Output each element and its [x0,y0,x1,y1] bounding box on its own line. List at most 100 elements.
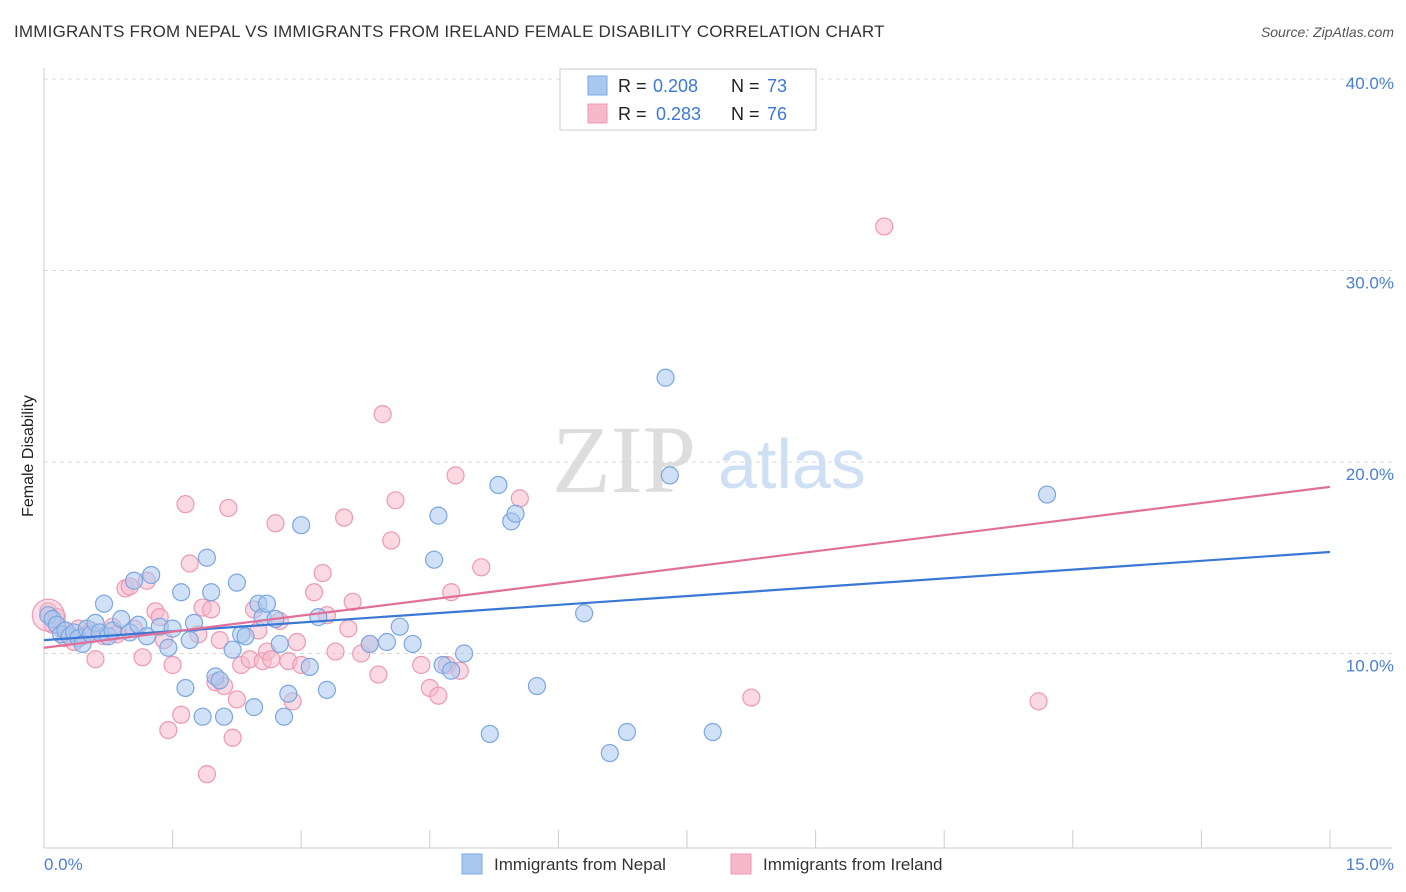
ireland-point [326,642,345,661]
nepal-point [660,466,679,485]
ireland-point [210,630,229,650]
ireland-point [510,489,529,508]
nepal-point [180,630,199,650]
nepal-point [617,722,637,742]
nepal-point [172,583,191,602]
x-tick-label-max: 15.0% [1346,855,1394,874]
nepal-point [429,506,448,525]
watermark-zip: ZIP [552,406,696,513]
legend-nepal-n-value: 73 [767,76,787,96]
legend-swatch-ireland [587,103,608,124]
axes [43,68,1392,849]
nepal-point [184,613,204,632]
source-label: Source: ZipAtlas.com [1260,24,1394,40]
ireland-point [163,655,182,675]
nepal-point [197,548,216,567]
nepal-point [656,368,675,387]
nepal-point [424,550,444,569]
ireland-point [266,514,285,533]
nepal-point [274,707,294,726]
ireland-point [180,554,199,573]
legend-ireland-n-value: 76 [767,104,787,124]
series-ireland-points [31,217,1048,784]
y-axis-title: Female Disability [20,395,37,517]
ireland-point [343,592,362,611]
ireland-point [172,705,191,724]
legend-ireland-r-value: 0.283 [656,104,701,124]
nepal-point [527,676,547,696]
ireland-point [472,558,491,577]
chart-title: IMMIGRANTS FROM NEPAL VS IMMIGRANTS FROM… [14,22,885,41]
x-ticks [43,830,1331,848]
nepal-point [236,627,255,646]
nepal-point [403,634,422,654]
ireland-point [262,650,281,669]
ireland-point [382,531,401,550]
nepal-point [176,678,195,698]
legend-nepal-r-label: R = [618,76,647,96]
ireland-point [86,650,105,669]
ireland-point [313,563,332,583]
nepal-point [575,604,594,623]
nepal-point [210,671,229,690]
ireland-point [159,720,178,740]
nepal-point [124,571,144,590]
bottom-legend-swatch-ireland [730,853,752,875]
y-tick-labels: 10.0% 20.0% 30.0% 40.0% [1346,74,1394,676]
ireland-point [202,600,221,619]
nepal-point [600,743,619,763]
nepal-point [257,594,277,613]
legend-ireland-r-label: R = [618,104,647,124]
nepal-point [480,724,499,744]
nepal-point [489,475,508,495]
nepal-point [300,657,319,677]
nepal-point [193,707,212,726]
grid-lines [44,78,1392,654]
ireland-point [133,648,152,667]
nepal-point [390,617,409,636]
legend-ireland-n-label: N = [731,104,760,124]
legend-nepal-n-label: N = [731,76,760,96]
nepal-point [214,707,234,726]
x-tick-label-min: 0.0% [44,855,83,874]
ireland-point [287,632,307,652]
ireland-point [429,686,448,705]
nepal-point [442,661,461,680]
ireland-point [875,217,894,236]
nepal-point [159,638,178,657]
nepal-point [292,516,311,535]
ireland-point [339,619,358,638]
ireland-point [1029,692,1048,711]
ireland-point [227,690,246,709]
trend-lines [43,485,1331,649]
nepal-point [112,609,131,629]
ireland-point [304,583,324,602]
nepal-point [703,722,722,742]
ireland-point [219,498,238,518]
ireland-point [197,765,216,784]
ireland-point [369,665,388,684]
y-tick-label: 40.0% [1346,74,1394,93]
ireland-point [386,491,405,510]
nepal-point [1037,485,1057,504]
nepal-point [279,684,298,703]
nepal-point [94,594,114,613]
ireland-point [446,466,465,485]
legend: R = 0.208 N = 73 R = 0.283 N = 76 [559,68,817,131]
nepal-point [223,640,242,659]
nepal-point [142,565,161,585]
ireland-point [742,688,761,707]
watermark-atlas: atlas [718,425,866,503]
y-tick-label: 20.0% [1346,465,1394,484]
bottom-legend-label-nepal: Immigrants from Nepal [494,855,666,874]
ireland-point [412,655,431,675]
ireland-point [373,405,392,424]
nepal-point [309,608,328,627]
y-tick-label: 10.0% [1346,657,1394,676]
ireland-trend-line [43,485,1331,649]
nepal-point [202,583,221,602]
ireland-point [334,508,354,527]
ireland-point [223,728,242,747]
bottom-legend-swatch-nepal [461,853,483,875]
